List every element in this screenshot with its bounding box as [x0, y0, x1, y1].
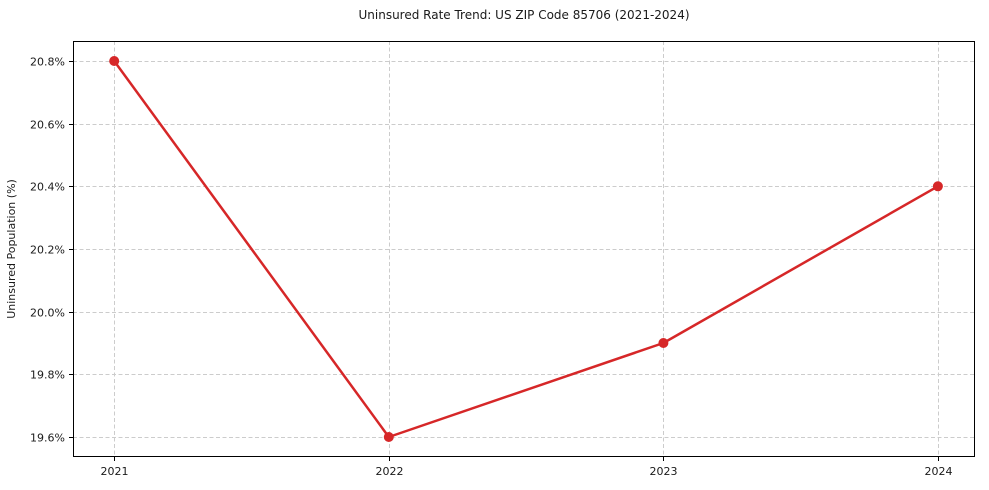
data-point-2024: [932, 181, 943, 192]
y-tick-label: 20.8%: [30, 56, 65, 69]
y-tick-label: 20.6%: [30, 119, 65, 132]
x-tick-label: 2024: [925, 465, 953, 478]
y-tick-label: 19.6%: [30, 432, 65, 445]
data-point-2021: [109, 56, 120, 66]
x-tick-label: 2023: [650, 465, 678, 478]
plot-border: [73, 41, 975, 457]
data-point-2022: [383, 432, 394, 442]
data-series: [109, 56, 943, 442]
gridlines: [73, 41, 975, 457]
y-tick-label: 19.8%: [30, 369, 65, 382]
y-tick-label: 20.0%: [30, 307, 65, 320]
x-tick-label: 2021: [101, 465, 129, 478]
data-point-2023: [658, 338, 669, 348]
y-axis-label: Uninsured Population (%): [5, 179, 18, 319]
series-line-0: [112, 59, 940, 439]
axes: 19.6% 19.8% 20.0% 20.2% 20.4% 20.6% 20.8% 2021 2…: [30, 41, 975, 478]
chart-title: Uninsured Rate Trend: US ZIP Code 85706 …: [358, 8, 689, 22]
y-tick-label: 20.2%: [30, 244, 65, 257]
y-tick-label: 20.4%: [30, 181, 65, 194]
x-tick-label: 2022: [376, 465, 404, 478]
